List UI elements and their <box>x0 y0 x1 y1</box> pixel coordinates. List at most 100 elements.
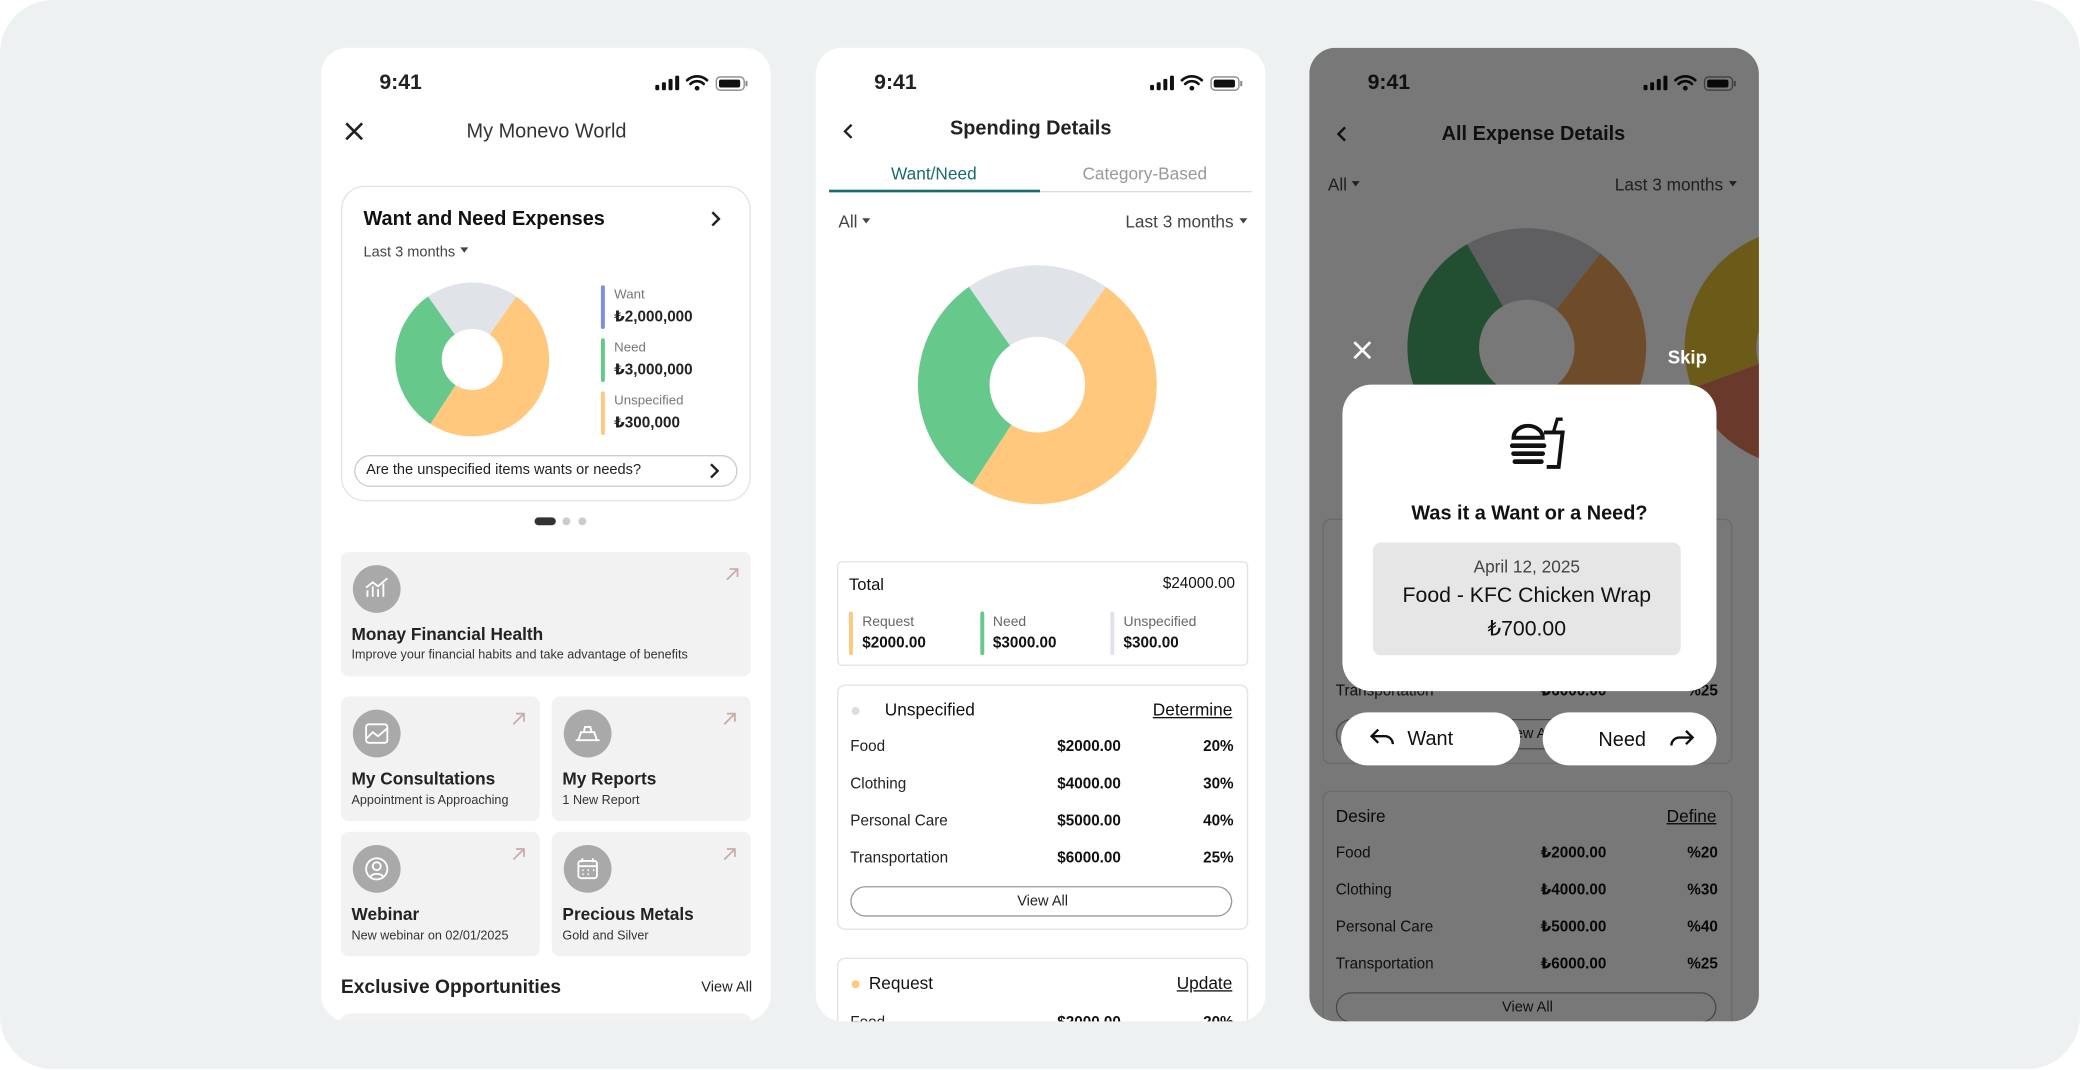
icon-part <box>1150 84 1155 91</box>
tile-subtitle: Gold and Silver <box>562 928 649 944</box>
section-dot <box>851 980 860 989</box>
total-item-label: Request <box>862 613 915 630</box>
icon-part <box>668 78 673 91</box>
icon-part <box>710 463 720 479</box>
page-dot <box>578 517 587 526</box>
icon-part <box>578 858 597 876</box>
type-filter[interactable]: All <box>838 213 870 230</box>
external-arrow <box>512 712 525 725</box>
status-icons <box>1150 75 1243 91</box>
row-amount: $2000.00 <box>1057 1016 1121 1022</box>
opportunity-card <box>340 1013 751 1022</box>
total-item-label: Unspecified <box>1123 613 1197 630</box>
icon-part <box>428 282 517 335</box>
redo-arrow <box>1670 730 1695 746</box>
expense-box <box>1372 542 1681 656</box>
icon-part <box>715 76 745 91</box>
row-percent: 20% <box>1203 1016 1234 1022</box>
close-icon[interactable] <box>1353 341 1372 360</box>
tile-icon <box>352 709 401 758</box>
legend-bar <box>600 285 605 329</box>
tile-title: My Reports <box>562 768 657 789</box>
tile-icon <box>352 844 401 893</box>
feature-subtitle: Improve your financial habits and take a… <box>351 647 688 663</box>
chevron[interactable] <box>708 211 721 227</box>
total-item-label: Need <box>992 613 1027 630</box>
icon-part <box>365 577 388 597</box>
icon-part <box>1163 78 1168 91</box>
icon-part <box>563 709 612 758</box>
icon-part <box>694 85 700 91</box>
summary-card[interactable] <box>340 185 751 502</box>
section-title: Request <box>868 972 934 993</box>
tab-underline <box>829 189 1040 193</box>
icon-part <box>745 80 748 87</box>
close-icon[interactable] <box>345 122 364 141</box>
total-item-value: $3000.00 <box>992 635 1057 652</box>
icon-part <box>1213 79 1235 88</box>
legend-label: Want <box>614 287 645 303</box>
section-action[interactable]: Determine <box>1152 699 1233 720</box>
external-arrow <box>726 568 739 581</box>
icon-part <box>723 848 736 861</box>
want-button[interactable] <box>1341 712 1521 766</box>
legend-value: ₺2,000,000 <box>614 309 693 326</box>
tile-subtitle: 1 New Report <box>562 793 640 809</box>
tab-active[interactable]: Want/Need <box>891 163 977 184</box>
chevron[interactable] <box>842 123 855 139</box>
icon-part <box>430 296 550 437</box>
row-category: Food <box>850 739 886 756</box>
section-action[interactable]: Update <box>1176 972 1233 993</box>
phone-expense: 9:41 All Expense DetailsAllLast 3 months… <box>1309 47 1759 1022</box>
total-item-value: $2000.00 <box>862 635 926 652</box>
icon-part <box>365 727 388 740</box>
icon-part <box>843 123 853 139</box>
question-text: Are the unspecified items wants or needs… <box>366 462 642 479</box>
icon-part <box>655 84 660 91</box>
icon-part <box>575 725 600 742</box>
question-pill[interactable] <box>354 454 738 487</box>
view-all-text: View All <box>1017 892 1069 909</box>
icon-part <box>352 709 401 758</box>
want-label: Want <box>1407 727 1454 751</box>
icon-part <box>1670 730 1695 746</box>
icon-part <box>1369 728 1395 745</box>
legend-value: ₺3,000,000 <box>614 362 693 379</box>
view-all-button[interactable] <box>850 886 1233 917</box>
icon-part <box>968 265 1106 346</box>
tab-divider <box>829 191 1253 193</box>
icon-part <box>395 296 456 425</box>
row-percent: 40% <box>1203 813 1234 830</box>
donut <box>917 265 1157 505</box>
page-dot-active <box>534 517 556 526</box>
total-value: $24000.00 <box>1162 576 1235 592</box>
tile-subtitle: Appointment is Approaching <box>351 793 509 809</box>
icon-part <box>726 568 739 581</box>
icon-part <box>1189 85 1195 91</box>
tile-subtitle: New webinar on 02/01/2025 <box>351 928 509 944</box>
period-filter[interactable]: Last 3 months <box>363 245 468 261</box>
icon-part <box>577 859 598 880</box>
screen-title: My Monevo World <box>466 120 627 143</box>
tab[interactable]: Category-Based <box>1082 163 1208 184</box>
icon-part <box>917 286 1012 485</box>
need-button[interactable] <box>1542 712 1717 766</box>
section-title: Unspecified <box>884 699 975 720</box>
tile-title: Webinar <box>351 904 420 924</box>
skip-button[interactable]: Skip <box>1667 346 1707 368</box>
icon-part <box>685 75 709 86</box>
legend-bar <box>600 391 605 436</box>
feature-tile[interactable] <box>340 551 751 677</box>
legend-bar <box>600 338 605 383</box>
total-bar <box>848 611 853 656</box>
icon-part <box>365 723 389 744</box>
period-filter[interactable]: Last 3 months <box>1125 213 1247 230</box>
view-all-link[interactable]: View All <box>701 979 753 996</box>
icon-part <box>723 712 736 725</box>
row-amount: $6000.00 <box>1057 850 1121 867</box>
row-category: Personal Care <box>850 813 948 830</box>
icon-part <box>577 858 598 880</box>
icon-part <box>512 712 525 725</box>
expense-item: Food - KFC Chicken Wrap <box>1402 584 1652 608</box>
tile-title: My Consultations <box>351 768 496 789</box>
